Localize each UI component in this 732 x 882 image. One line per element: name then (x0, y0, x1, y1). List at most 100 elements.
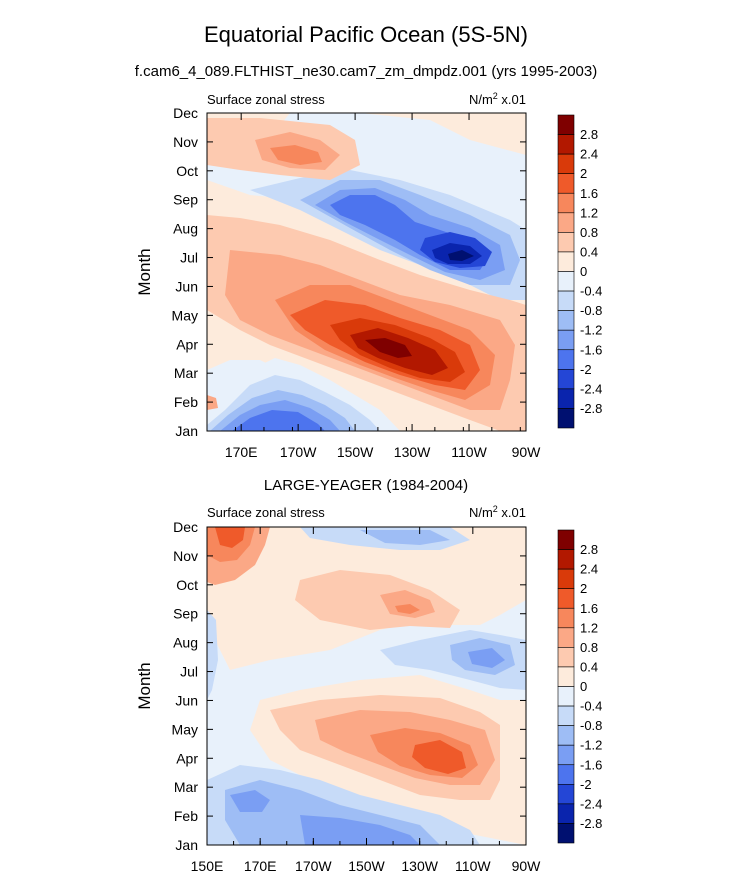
x-tick-label: 170E (225, 444, 258, 460)
x-tick-label: 170W (295, 858, 332, 874)
panel-2: LARGE-YEAGER (1984-2004) Surface zonal s… (135, 477, 541, 874)
colorbar-label: -2.8 (580, 401, 602, 416)
panel-1-ylabel: Month (135, 248, 154, 295)
x-tick-label: 130W (394, 444, 431, 460)
colorbar-swatch (557, 251, 575, 272)
p1-pos-diag-28 (365, 338, 412, 358)
colorbar-label: -0.8 (580, 718, 602, 733)
y-tick-label: Feb (174, 808, 198, 824)
panel-1-units-label: N/m2 x.01 (469, 91, 526, 107)
colorbar-swatch (557, 823, 575, 844)
colorbar-label: 2 (580, 166, 587, 181)
y-tick-label: Apr (176, 750, 198, 766)
p1-neg-jul-core (448, 250, 474, 261)
y-tick-label: Dec (173, 519, 198, 535)
colorbar-swatch (557, 744, 575, 766)
colorbar-label: 2.8 (580, 127, 598, 142)
y-tick-label: Jan (175, 423, 198, 439)
colorbar-label: 2 (580, 581, 587, 596)
y-tick-label: Dec (173, 105, 198, 121)
colorbar-swatch (557, 388, 575, 409)
colorbar-swatch (557, 705, 575, 726)
panel-1-y-ticks: Jan Feb Mar Apr May Jun Jul Aug Sep Oct Nov Dec (172, 105, 526, 439)
colorbar-swatch (557, 803, 575, 824)
panel-1: Surface zonal stress N/m2 x.01 Month Jan… (135, 91, 541, 460)
colorbar-swatch (557, 173, 575, 194)
colorbar-label: 2.8 (580, 542, 598, 557)
y-tick-label: Feb (174, 394, 198, 410)
colorbar-swatch (557, 329, 575, 351)
colorbar-swatch (557, 134, 575, 155)
p2-neg-jan-12 (300, 815, 420, 845)
y-tick-label: Nov (173, 134, 198, 150)
colorbar-swatch (557, 725, 575, 746)
colorbar-label: 2.4 (580, 562, 598, 577)
x-tick-label: 110W (451, 444, 487, 460)
colorbar-swatch (557, 686, 575, 707)
y-tick-label: May (172, 721, 198, 737)
x-tick-label: 150E (191, 858, 224, 874)
colorbar-label: -1.2 (580, 738, 602, 753)
colorbar-label: 0.8 (580, 640, 598, 655)
colorbar-swatch (557, 212, 575, 233)
y-tick-label: Jan (175, 837, 198, 853)
panel-1-left-label: Surface zonal stress (207, 92, 325, 107)
p2-pos-sep-12 (395, 604, 420, 614)
x-tick-label: 110W (455, 858, 491, 874)
p2-neg-feb-12 (230, 790, 270, 812)
x-tick-label: 150W (348, 858, 385, 874)
colorbar-label: 0.4 (580, 244, 598, 259)
colorbar-swatch (557, 408, 575, 429)
colorbar-swatch (557, 232, 575, 253)
colorbar-label: -1.6 (580, 757, 602, 772)
panel-2-title: LARGE-YEAGER (1984-2004) (264, 477, 468, 494)
colorbar-label: 0.4 (580, 659, 598, 674)
y-tick-label: May (172, 307, 198, 323)
colorbar-swatch (557, 114, 575, 135)
x-tick-label: 170E (244, 858, 277, 874)
colorbar-label: -0.4 (580, 699, 602, 714)
p2-pos-sep-08 (380, 590, 435, 618)
panel-2-x-ticks: 150E 170E 170W 150W 130W 110W 90W (191, 527, 541, 874)
colorbar-swatch (557, 271, 575, 292)
colorbar-label: -0.4 (580, 284, 602, 299)
figure-title: Equatorial Pacific Ocean (5S-5N) (204, 22, 528, 47)
x-tick-label: 90W (512, 444, 542, 460)
colorbar-1: 2.8 2.4 2 1.6 1.2 0.8 0.4 0 -0.4 -0.8 -1.2 -1.6 -2 -2… (557, 114, 602, 429)
x-tick-label: 150W (337, 444, 374, 460)
colorbar-label: 1.6 (580, 601, 598, 616)
panel-2-left-label: Surface zonal stress (207, 505, 325, 520)
y-tick-label: Mar (174, 365, 198, 381)
colorbar-swatch (557, 784, 575, 805)
colorbar-swatch (557, 666, 575, 687)
figure-subtitle: f.cam6_4_089.FLTHIST_ne30.cam7_zm_dmpdz.… (135, 63, 597, 80)
colorbar-swatch (557, 588, 575, 609)
p2-pos-dec-24 (215, 527, 245, 548)
panel-2-y-ticks: Jan Feb Mar Apr May Jun Jul Aug Sep Oct Nov Dec (172, 519, 526, 853)
p2-neg-top-08 (360, 530, 450, 545)
colorbar-label: -2.4 (580, 796, 602, 811)
colorbar-swatch (557, 568, 575, 589)
panel-1-x-ticks: 170E 170W 150W 130W 110W 90W (206, 113, 542, 460)
colorbar-swatch (557, 153, 575, 174)
colorbar-swatch (557, 192, 575, 214)
p2-neg-jul-12 (468, 648, 505, 668)
panel-1-contours (207, 113, 526, 431)
panel-2-ylabel: Month (135, 662, 154, 709)
colorbar-label: 2.4 (580, 147, 598, 162)
panel-2-units-label: N/m2 x.01 (469, 504, 526, 520)
y-tick-label: Sep (173, 606, 198, 622)
colorbar-swatch (557, 310, 575, 331)
y-tick-label: Aug (173, 221, 198, 237)
colorbar-swatch (557, 607, 575, 629)
colorbar-label: 0 (580, 264, 587, 279)
colorbar-swatch (557, 627, 575, 648)
colorbar-swatch (557, 529, 575, 550)
colorbar-label: 1.2 (580, 205, 598, 220)
y-tick-label: Jun (175, 278, 198, 294)
colorbar-label: -2 (580, 362, 592, 377)
y-tick-label: Oct (176, 163, 198, 179)
x-tick-label: 170W (280, 444, 317, 460)
colorbar-swatch (557, 549, 575, 570)
